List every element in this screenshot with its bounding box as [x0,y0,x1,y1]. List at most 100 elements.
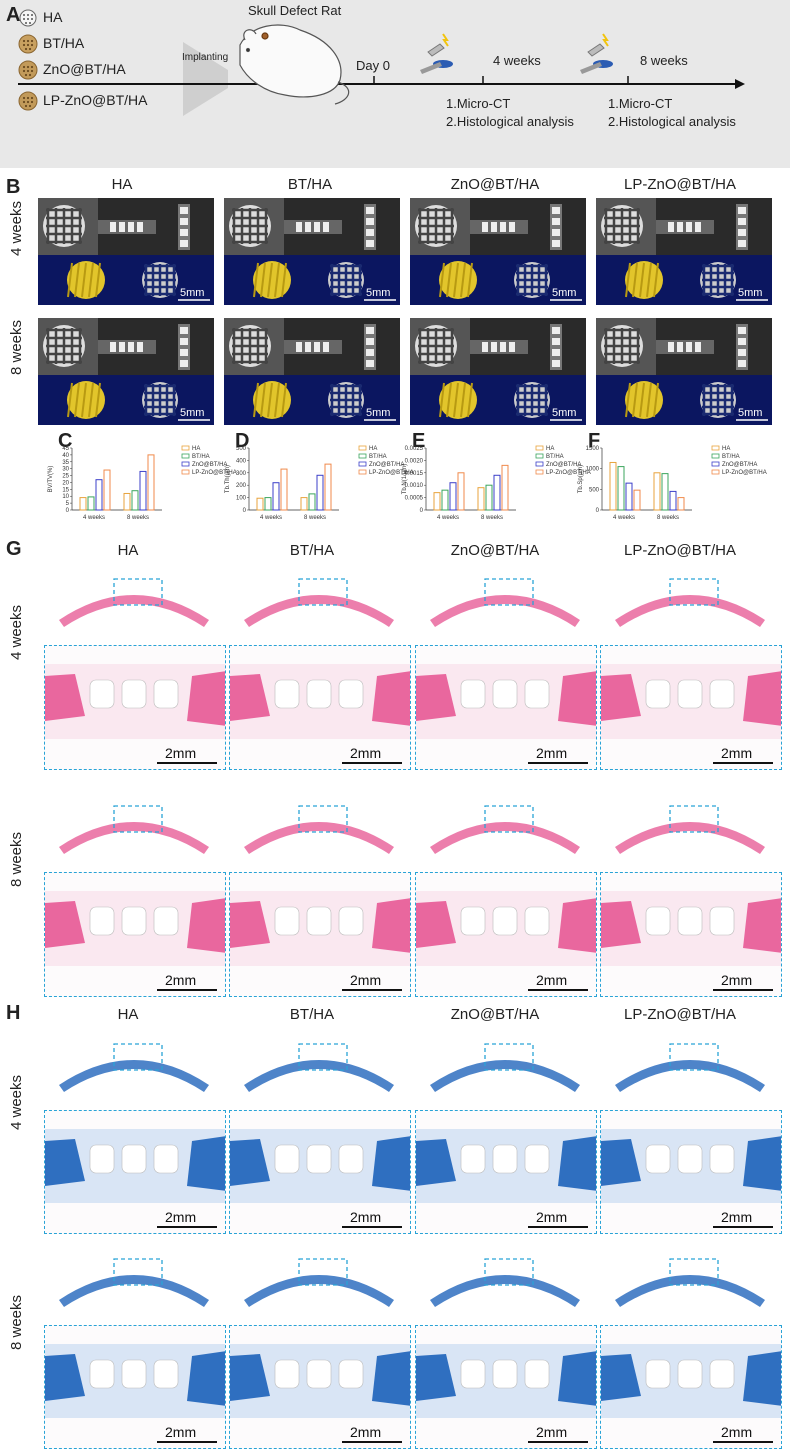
section-overview-drawing [59,1043,209,1092]
legend-label-zno: ZnO@BT/HA [43,61,126,77]
legend-swatch [181,461,190,467]
mt-ha-8w-overview [44,1245,224,1315]
legend-swatch [711,453,720,459]
g-col-title-zno: ZnO@BT/HA [450,542,540,559]
scale-bar-label: 5mm [738,287,763,299]
scale-bar-label: 2mm [536,1424,568,1440]
bar-1-1 [308,493,316,511]
x-tick-label: 8 weeks [481,515,503,521]
he-bt-4w-overview [229,565,409,635]
section-zoom-drawing [230,664,410,764]
x-tick-label: 8 weeks [127,515,149,521]
b-col-title-zno: ZnO@BT/HA [450,176,540,193]
h-row-title-8w: 8 weeks [8,1294,25,1350]
legend-dot-ha [19,9,37,27]
legend-label: LP-ZnO@BT/HA [369,470,414,476]
legend-swatch [358,453,367,459]
ct-scan-lp-4w [596,198,772,255]
y-tick-label: 0.0005 [405,496,424,502]
legend-swatch [358,461,367,467]
ct-reconstruction-drawing [253,261,396,301]
ct-reconstruction-lp-4w: 5mm [596,255,772,305]
y-tick-label: 0.0015 [405,471,424,477]
legend-label-ha: HA [43,9,63,25]
scale-bar-label: 5mm [180,407,205,419]
ct-reconstruction-drawing [439,261,582,301]
y-tick-label: 500 [236,446,247,452]
y-tick-label: 300 [236,471,247,477]
legend-label: LP-ZnO@BT/HA [546,470,591,476]
section-overview-drawing [244,805,394,854]
bar-2-1 [493,474,501,511]
mt-zno-4w-zoom: 2mm [415,1110,597,1234]
panel-label-c: C [58,430,73,452]
mt-lp-8w-overview [600,1245,780,1315]
bar-3-0 [280,468,288,511]
b-row-title-8w: 8 weeks [8,319,25,375]
he-ha-8w-overview [44,792,224,862]
legend-swatch [358,469,367,475]
w4-label: 4 weeks [493,53,541,68]
ct-reconstruction-zno-8w: 5mm [410,375,586,425]
g-row-title-4w: 4 weeks [8,604,25,660]
bar-3-0 [103,469,111,511]
w8-step2: 2.Histological analysis [608,114,736,129]
section-zoom-drawing [416,664,596,764]
he-lp-4w-zoom: 2mm [600,645,782,770]
y-axis-label: Tb.Th(μm) [225,465,231,493]
x-tick-label: 8 weeks [657,515,679,521]
legend-label: HA [192,446,200,452]
section-overview-drawing [615,578,765,627]
mt-bt-4w-zoom: 2mm [229,1110,411,1234]
ct-scan-lp-8w [596,318,772,375]
section-overview-drawing [244,1258,394,1307]
h-row-title-4w: 4 weeks [8,1074,25,1130]
section-overview-drawing [430,805,580,854]
y-tick-label: 0.0020 [405,458,424,464]
w4-step1: 1.Micro-CT [446,96,511,111]
ct-scan-ha-8w [38,318,214,375]
ct-scan-drawing [38,318,190,375]
panel-label-f: F [588,430,601,452]
bar-3-0 [457,472,465,511]
rat-icon [239,24,350,105]
section-overview-drawing [615,1258,765,1307]
mt-ha-8w-zoom: 2mm [44,1325,226,1449]
section-zoom-drawing [230,1129,410,1228]
ct-reconstruction-drawing [625,381,768,421]
legend-label-lp: LP-ZnO@BT/HA [43,92,148,108]
legend-swatch [711,461,720,467]
bar-0-0 [256,497,264,511]
legend-label: LP-ZnO@BT/HA [192,470,237,476]
legend-swatch [535,469,544,475]
timeline-arrow-head [735,79,745,89]
bar-1-1 [131,490,139,511]
chart-f: Tb.Sp(μm) 0 500 1000 1500 4 weeks 8 weeks HA BT/… [578,445,767,521]
y-tick-label: 500 [589,487,600,493]
legend-swatch [535,461,544,467]
legend-swatch [535,445,544,451]
y-tick-label: 0 [243,508,247,514]
scale-bar-label: 5mm [552,287,577,299]
y-tick-label: 5 [66,501,70,507]
h-col-title-lp: LP-ZnO@BT/HA [624,1006,736,1023]
ct-scan-drawing [224,318,376,375]
y-axis-label: BV/TV(%) [48,466,54,493]
y-tick-label: 10 [62,494,69,500]
ct-scan-drawing [38,198,190,255]
section-zoom-drawing [601,664,781,764]
h-col-title-ha: HA [117,1006,139,1023]
mt-bt-8w-overview [229,1245,409,1315]
bar-0-0 [433,492,441,511]
bar-2-0 [95,479,103,511]
scale-bar-label: 5mm [552,407,577,419]
g-col-title-bt: BT/HA [289,542,335,559]
legend-dot-bt [18,34,38,54]
y-tick-label: 20 [62,480,69,486]
ct-reconstruction-bt-8w: 5mm [224,375,400,425]
mt-lp-4w-overview [600,1030,780,1100]
mt-zno-4w-overview [415,1030,595,1100]
he-ha-4w-overview [44,565,224,635]
scale-bar-label: 2mm [721,972,753,988]
